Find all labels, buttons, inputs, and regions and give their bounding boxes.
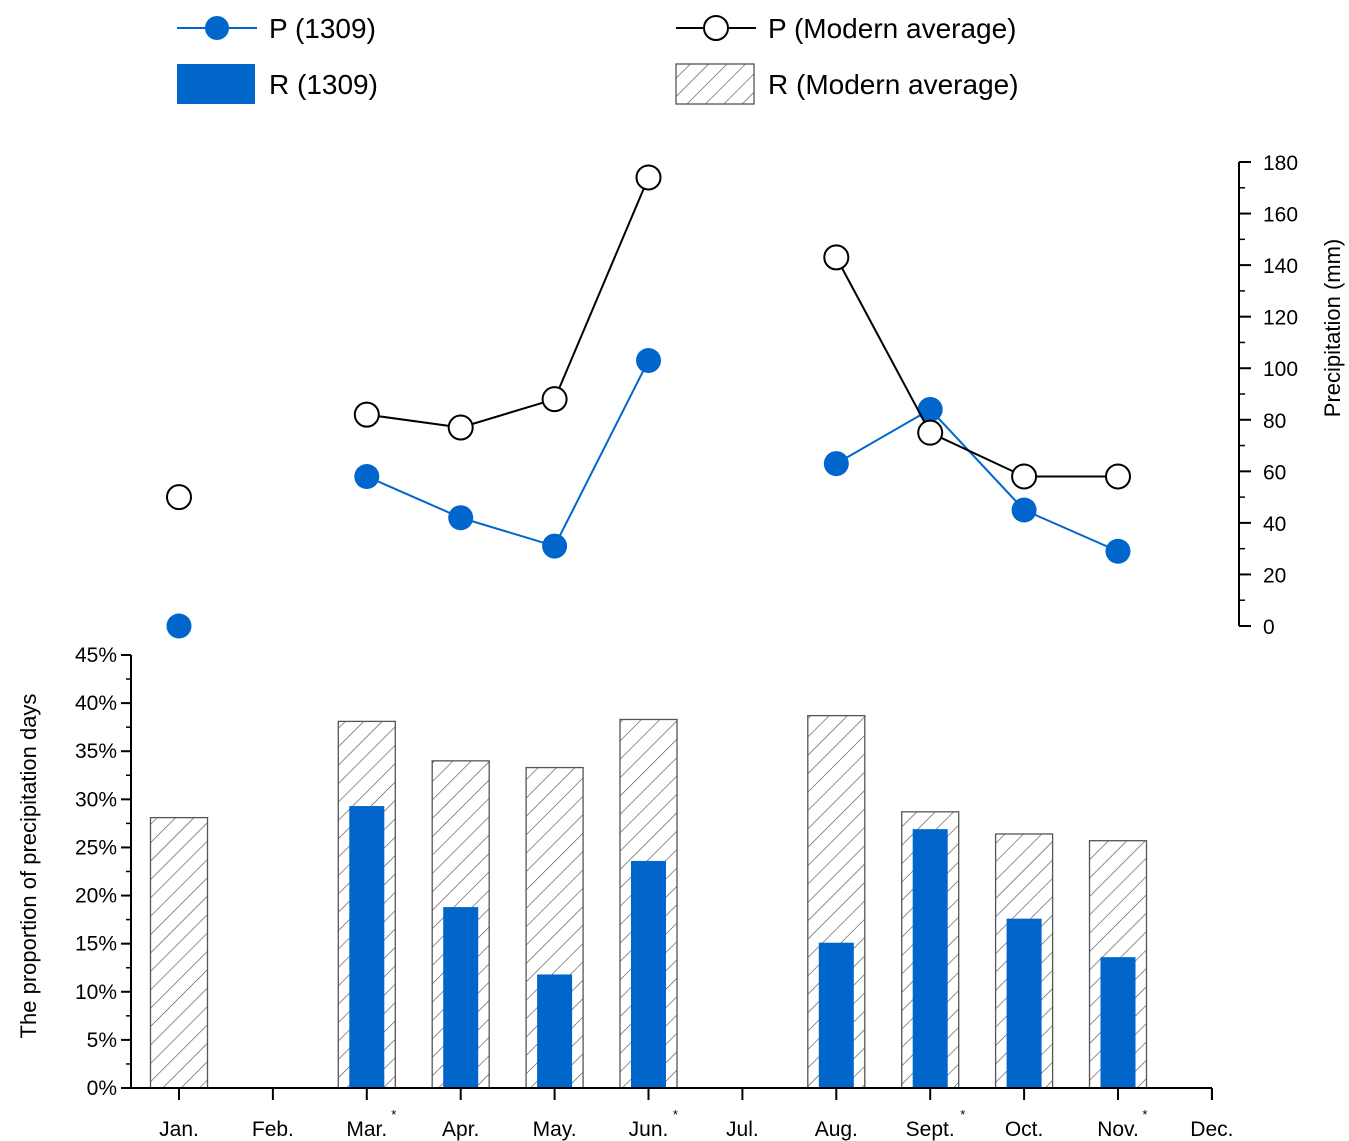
right-tick-label-0: 0 xyxy=(1263,616,1275,639)
bar-r1309-7 xyxy=(819,943,854,1088)
x-tick-label-6: Jul. xyxy=(726,1118,759,1141)
right-tick-label-2: 40 xyxy=(1263,513,1286,536)
point-pmodern-7 xyxy=(824,245,848,269)
x-tick-label-5: Jun. xyxy=(629,1118,669,1141)
point-pmodern-5 xyxy=(637,165,661,189)
line-pmodern-segment-8 xyxy=(930,433,1024,477)
right-tick-label-9: 180 xyxy=(1263,152,1298,175)
legend: P (1309) P (Modern average) R (1309) R (… xyxy=(177,13,1019,104)
right-tick-label-6: 120 xyxy=(1263,307,1298,330)
point-p1309-3 xyxy=(448,505,473,530)
line-pmodern-segment-7 xyxy=(836,257,930,432)
line-pmodern-segment-2 xyxy=(367,415,461,428)
legend-entry-r1309: R (1309) xyxy=(177,64,378,104)
bar-r1309-2 xyxy=(349,806,384,1088)
point-pmodern-4 xyxy=(543,387,567,411)
left-tick-label-0: 0% xyxy=(87,1077,117,1100)
x-tick-label-10: Nov. xyxy=(1097,1118,1139,1141)
x-tick-marker-8: * xyxy=(960,1107,965,1122)
left-tick-label-9: 45% xyxy=(75,644,117,667)
bar-r1309-9 xyxy=(1007,919,1042,1088)
legend-r1309-label: R (1309) xyxy=(269,69,378,100)
left-tick-label-7: 35% xyxy=(75,740,117,763)
legend-rmodern-label: R (Modern average) xyxy=(768,69,1019,100)
x-tick-label-9: Oct. xyxy=(1005,1118,1044,1141)
bar-r1309-8 xyxy=(913,829,948,1088)
legend-pmodern-label: P (Modern average) xyxy=(768,13,1017,44)
legend-p1309-marker xyxy=(205,16,229,40)
bar-r1309-3 xyxy=(443,907,478,1088)
point-p1309-0 xyxy=(167,614,192,639)
x-tick-label-8: Sept. xyxy=(906,1118,955,1141)
x-tick-label-1: Feb. xyxy=(252,1118,294,1141)
line-p1309-segment-7 xyxy=(836,409,930,463)
point-pmodern-9 xyxy=(1012,464,1036,488)
left-tick-label-8: 40% xyxy=(75,692,117,715)
point-p1309-10 xyxy=(1106,539,1131,564)
x-tick-marker-5: * xyxy=(673,1107,678,1122)
right-tick-label-4: 80 xyxy=(1263,410,1286,433)
left-tick-label-6: 30% xyxy=(75,788,117,811)
point-p1309-4 xyxy=(542,534,567,559)
point-pmodern-0 xyxy=(167,485,191,509)
x-tick-marker-10: * xyxy=(1142,1107,1147,1122)
left-tick-label-4: 20% xyxy=(75,885,117,908)
point-p1309-9 xyxy=(1012,498,1037,523)
left-tick-label-3: 15% xyxy=(75,933,117,956)
line-p1309-segment-9 xyxy=(1024,510,1118,551)
x-tick-label-2: Mar. xyxy=(346,1118,387,1141)
x-tick-label-7: Aug. xyxy=(815,1118,858,1141)
right-tick-label-8: 160 xyxy=(1263,204,1298,227)
line-p1309-segment-3 xyxy=(461,518,555,546)
x-tick-label-11: Dec. xyxy=(1190,1118,1233,1141)
left-tick-label-1: 5% xyxy=(87,1029,117,1052)
right-tick-label-3: 60 xyxy=(1263,461,1286,484)
right-tick-label-7: 140 xyxy=(1263,255,1298,278)
point-pmodern-10 xyxy=(1106,464,1130,488)
left-tick-label-5: 25% xyxy=(75,836,117,859)
point-pmodern-2 xyxy=(355,403,379,427)
x-tick-marker-2: * xyxy=(391,1107,396,1122)
line-p1309-segment-2 xyxy=(367,476,461,517)
legend-pmodern-marker xyxy=(704,16,728,40)
left-axis-title: The proportion of precipitation days xyxy=(16,694,41,1039)
bar-r1309-4 xyxy=(537,974,572,1088)
legend-entry-p1309: P (1309) xyxy=(177,13,376,44)
point-p1309-5 xyxy=(636,348,661,373)
line-p1309-segment-4 xyxy=(555,360,649,546)
x-tick-label-4: May. xyxy=(533,1118,577,1141)
bar-r1309-5 xyxy=(631,861,666,1088)
bar-r-modern-0 xyxy=(151,818,208,1088)
line-pmodern-segment-4 xyxy=(555,177,649,399)
point-p1309-2 xyxy=(354,464,379,489)
plot-area: 0% 5% 10% 15% 20% 25% 30% 35% 40% 45% Jan. Feb. Mar.… xyxy=(75,152,1298,1141)
right-tick-label-5: 100 xyxy=(1263,358,1298,381)
x-tick-label-3: Apr. xyxy=(442,1118,479,1141)
point-p1309-7 xyxy=(824,451,849,476)
legend-entry-pmodern: P (Modern average) xyxy=(676,13,1017,44)
point-pmodern-3 xyxy=(449,416,473,440)
x-tick-label-0: Jan. xyxy=(159,1118,199,1141)
bar-r1309-10 xyxy=(1101,957,1136,1088)
right-axis-title: Precipitation (mm) xyxy=(1320,239,1345,417)
legend-rmodern-swatch xyxy=(676,64,754,104)
right-tick-label-1: 20 xyxy=(1263,564,1286,587)
point-pmodern-8 xyxy=(918,421,942,445)
legend-p1309-label: P (1309) xyxy=(269,13,376,44)
line-pmodern-segment-3 xyxy=(461,399,555,427)
left-tick-label-2: 10% xyxy=(75,981,117,1004)
legend-r1309-swatch xyxy=(177,64,255,104)
legend-entry-rmodern: R (Modern average) xyxy=(676,64,1019,104)
line-p1309-segment-8 xyxy=(930,409,1024,510)
